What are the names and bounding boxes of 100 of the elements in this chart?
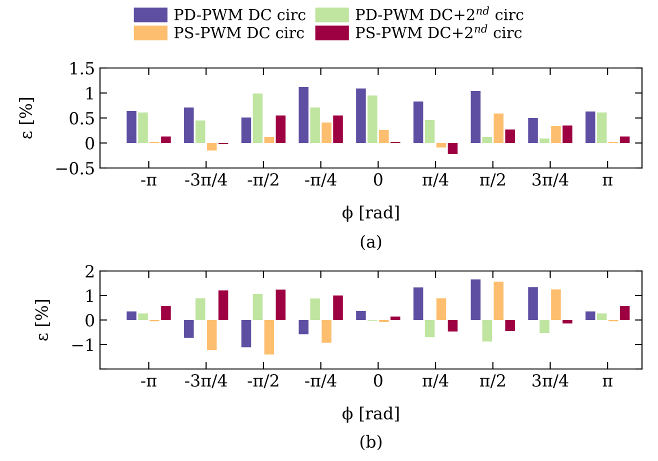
x-tick-label: -π/4	[305, 173, 336, 188]
legend-label: PD-PWM DC+2$^{nd}$ circ	[356, 6, 524, 20]
y-tick-label: 0	[86, 136, 94, 150]
x-tick-label: π/2	[480, 173, 505, 188]
x-tick-label: 3π/4	[532, 374, 568, 388]
y-tick-label: 0	[86, 314, 94, 327]
bar	[252, 294, 263, 320]
bar	[586, 311, 596, 320]
legend-label: PD-PWM DC circ	[174, 8, 306, 20]
bar	[161, 136, 171, 143]
x-tick-label: π/4	[422, 173, 448, 188]
bar	[562, 126, 572, 143]
bar	[138, 112, 148, 143]
x-tick-label: -3π/4	[185, 374, 227, 388]
bar	[562, 320, 572, 324]
bar	[368, 96, 378, 143]
y-tick-label: 0.5	[70, 112, 94, 125]
bar	[436, 143, 446, 148]
bar	[126, 311, 136, 320]
bar	[448, 320, 458, 332]
y-tick-label: −1	[72, 338, 93, 351]
bar	[540, 320, 550, 333]
bar	[264, 137, 274, 143]
bar	[596, 313, 607, 320]
bar	[379, 130, 389, 143]
bar	[413, 102, 424, 143]
bar	[276, 290, 286, 320]
x-tick-label: -π/2	[248, 173, 278, 188]
x-tick-label: -π/2	[248, 374, 278, 388]
x-tick-label: -π	[141, 176, 156, 186]
bar	[333, 116, 343, 143]
bar	[322, 122, 332, 143]
text: (b)	[360, 434, 382, 450]
text: (a)	[360, 234, 382, 250]
y-axis-title: ε [%]	[19, 98, 34, 139]
y-tick-label: 1	[86, 86, 93, 100]
bar	[470, 279, 481, 320]
bar	[596, 112, 607, 143]
bar	[184, 108, 194, 143]
bar	[333, 296, 343, 320]
bar	[298, 320, 308, 334]
bar	[252, 94, 263, 143]
bar	[482, 320, 492, 342]
bar	[195, 120, 206, 143]
bar	[298, 87, 308, 143]
x-tick-label: 0	[374, 374, 382, 387]
y-tick-label: 2	[86, 264, 94, 278]
bar	[470, 91, 481, 143]
bar	[322, 320, 332, 343]
x-tick-label: π/2	[480, 374, 505, 388]
bar	[436, 298, 446, 320]
bar	[126, 111, 136, 143]
legend-label: PS-PWM DC circ	[174, 26, 304, 38]
x-tick-label: -π	[141, 378, 156, 387]
bar	[620, 136, 630, 143]
bar	[241, 320, 252, 348]
x-axis-title: ϕ [rad]	[342, 206, 399, 222]
bar	[620, 306, 630, 320]
bar	[356, 88, 366, 143]
x-tick-label: π	[602, 176, 612, 186]
bar	[494, 114, 504, 143]
bar	[448, 143, 458, 154]
bar	[528, 118, 538, 143]
bar	[206, 143, 217, 150]
bar	[356, 310, 366, 320]
y-tick-label: −0.5	[56, 162, 94, 175]
x-tick-label: -π/4	[305, 374, 336, 388]
bar	[482, 137, 492, 143]
bar	[310, 298, 320, 320]
y-axis-title: ε [%]	[34, 300, 50, 341]
bar	[184, 320, 194, 338]
x-tick-label: π	[602, 378, 612, 387]
bar	[586, 112, 596, 143]
bar	[551, 289, 561, 320]
bar	[505, 320, 515, 332]
bar	[310, 108, 320, 143]
bar	[390, 316, 400, 320]
bar	[424, 120, 435, 143]
y-tick-label: 1.5	[70, 62, 94, 75]
x-tick-label: 3π/4	[532, 173, 568, 188]
bar	[413, 287, 424, 320]
bar	[206, 320, 217, 350]
bar	[264, 320, 274, 355]
x-tick-label: 0	[374, 173, 382, 186]
x-tick-label: π/4	[422, 374, 448, 388]
bar	[494, 282, 504, 320]
bar	[528, 287, 538, 320]
legend-label: PS-PWM DC+2$^{nd}$ circ	[356, 24, 522, 38]
bar	[218, 290, 228, 320]
bar	[195, 298, 206, 320]
bar	[138, 313, 148, 320]
y-tick-label: 1	[86, 289, 93, 302]
x-axis-title: ϕ [rad]	[342, 406, 399, 423]
bar	[540, 138, 550, 143]
bar	[505, 130, 515, 143]
bar	[551, 126, 561, 143]
bar	[161, 306, 171, 320]
bar	[424, 320, 435, 338]
bar	[276, 116, 286, 143]
x-tick-label: -3π/4	[185, 173, 227, 188]
